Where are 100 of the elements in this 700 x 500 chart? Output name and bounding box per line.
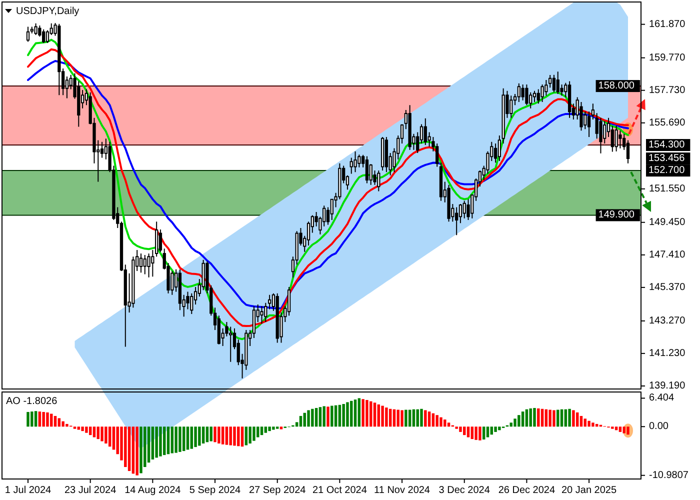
bar <box>92 426 96 438</box>
bar <box>369 401 372 427</box>
bar <box>166 426 170 454</box>
bar <box>540 408 544 427</box>
x-tick-label: 14 Aug 2024 <box>124 485 182 496</box>
bar <box>128 426 131 472</box>
bar <box>584 418 587 427</box>
candlestick <box>377 170 380 192</box>
bar <box>592 422 594 427</box>
candlestick <box>424 118 427 146</box>
bar <box>163 426 166 456</box>
bar <box>444 420 446 427</box>
candlestick <box>26 26 30 42</box>
candlestick <box>354 150 357 173</box>
x-tick-label: 21 Oct 2024 <box>312 485 368 496</box>
bar <box>58 418 61 427</box>
bar <box>210 426 212 442</box>
bar <box>240 426 244 447</box>
candlestick <box>143 254 146 275</box>
chart-title: USDJPY,Daily <box>16 6 80 16</box>
bar <box>482 426 486 440</box>
bar <box>358 398 361 427</box>
bar <box>272 426 275 430</box>
bar <box>62 421 64 427</box>
candlestick <box>618 130 622 149</box>
bar <box>342 404 345 427</box>
bar <box>412 409 416 427</box>
bar <box>38 412 42 427</box>
bar <box>170 426 174 454</box>
bar <box>396 410 400 427</box>
candlestick <box>264 302 268 323</box>
bar <box>408 410 412 427</box>
bar <box>362 399 364 427</box>
candlestick <box>358 154 361 168</box>
x-tick-label: 20 Jan 2025 <box>562 485 617 496</box>
bar <box>436 415 438 427</box>
bar <box>424 410 427 427</box>
bar <box>299 416 302 427</box>
bar <box>338 404 342 427</box>
bar <box>330 406 334 427</box>
candlestick <box>34 22 38 36</box>
bar <box>218 426 220 444</box>
y-tick-label: 161.870 <box>649 18 686 30</box>
bar <box>132 426 135 474</box>
bar <box>572 410 575 427</box>
bar <box>124 426 127 468</box>
y-tick-label: 6.404 <box>649 392 674 404</box>
bar <box>416 409 419 427</box>
candlestick <box>455 206 458 236</box>
y-tick-label: 147.410 <box>649 249 686 260</box>
bar <box>268 426 271 432</box>
bar <box>237 426 240 446</box>
bar <box>533 408 536 427</box>
chart-title: AO -1.8026 <box>6 396 58 406</box>
bar <box>174 426 178 453</box>
bar <box>552 410 556 427</box>
candlestick <box>439 162 443 202</box>
bar <box>614 426 618 430</box>
bar <box>588 420 590 427</box>
bar <box>514 418 516 427</box>
y-tick-label: 157.730 <box>649 84 686 96</box>
bar <box>521 412 524 427</box>
candlestick <box>587 111 591 138</box>
y-tick-label: 155.690 <box>649 117 686 128</box>
candlestick <box>599 117 602 154</box>
text: 153.456 <box>648 152 686 164</box>
bar <box>346 402 349 427</box>
bar <box>229 426 232 446</box>
x-tick-label: 1 Jul 2024 <box>4 485 52 496</box>
bar <box>560 409 564 427</box>
bar <box>498 426 501 430</box>
x-tick-label: 11 Nov 2024 <box>374 485 430 496</box>
bar <box>518 415 520 427</box>
y-tick-label: -10.9807 <box>649 470 689 481</box>
bar <box>576 412 579 427</box>
candlestick <box>384 136 388 173</box>
candlestick <box>260 306 264 324</box>
bar <box>66 424 68 427</box>
bar <box>404 410 408 427</box>
bar <box>159 426 162 456</box>
bar <box>459 426 462 432</box>
bar <box>350 400 353 427</box>
bar <box>618 426 622 432</box>
bar <box>155 426 158 458</box>
candlestick <box>536 88 540 104</box>
candlestick <box>447 184 450 222</box>
bar <box>34 411 38 427</box>
bar <box>334 405 338 427</box>
y-tick-label: 159.770 <box>649 52 686 64</box>
bar <box>260 426 264 436</box>
ref-line-label: 152.700 <box>648 165 686 176</box>
bar <box>580 416 583 427</box>
bar <box>96 426 100 440</box>
bar <box>385 408 388 427</box>
y-tick-label: 145.370 <box>649 282 686 293</box>
candlestick <box>365 156 369 184</box>
bar <box>440 417 442 427</box>
bar <box>494 426 497 432</box>
x-tick-label: 27 Sep 2024 <box>248 485 306 496</box>
candlestick <box>155 221 158 258</box>
